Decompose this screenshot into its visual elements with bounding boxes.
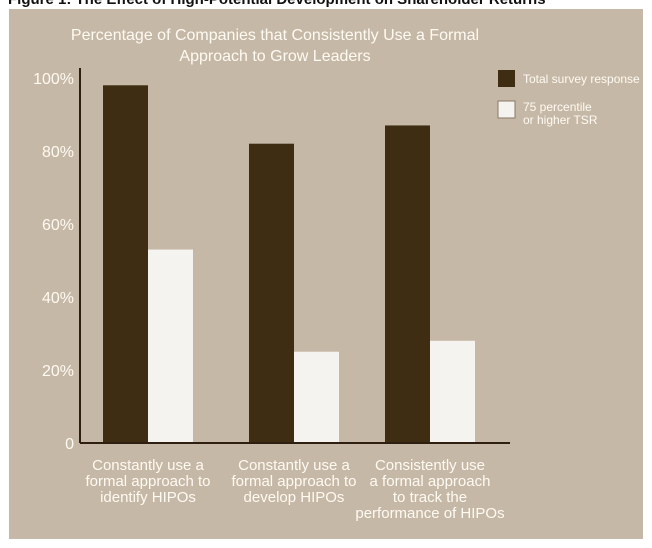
x-category-label: formal approach to	[231, 473, 356, 490]
x-category-label: develop HIPOs	[244, 489, 345, 506]
bar-total-survey-response	[385, 125, 430, 443]
x-category-label: to track the	[393, 489, 467, 506]
y-tick-label: 100%	[33, 71, 74, 88]
legend-label-total: Total survey response	[523, 72, 640, 86]
legend-swatch-total	[498, 70, 515, 87]
figure-header: Figure 1: The Effect of High-Potential D…	[0, 0, 652, 9]
chart-title-line: Approach to Grow Leaders	[179, 48, 370, 65]
legend-swatch-75-percentile	[497, 100, 516, 119]
bar-75-percentile-tsr	[430, 340, 475, 443]
y-tick-label: 20%	[42, 363, 74, 380]
x-category-label: Consistently use	[375, 457, 485, 474]
x-category-label: Constantly use a	[238, 457, 350, 474]
bar-75-percentile-tsr	[294, 351, 339, 443]
y-tick-label: 0	[65, 436, 74, 453]
chart-title: Percentage of Companies that Consistentl…	[71, 27, 479, 65]
legend-label-75-percentile: or higher TSR	[523, 113, 598, 127]
bar-total-survey-response	[249, 143, 294, 443]
bar-total-survey-response	[103, 85, 148, 444]
y-tick-label: 40%	[42, 290, 74, 307]
bar-75-percentile-tsr	[148, 249, 193, 443]
x-category-label: performance of HIPOs	[355, 505, 504, 522]
bars	[103, 85, 475, 444]
legend-label-75-percentile: 75 percentile	[523, 100, 592, 114]
y-axis-ticks: 0 20% 40% 60% 80% 100%	[33, 71, 74, 453]
x-category-label: a formal approach	[370, 473, 491, 490]
x-category-label: formal approach to	[85, 473, 210, 490]
axes	[79, 68, 510, 444]
x-category-label: identify HIPOs	[100, 489, 196, 506]
y-tick-label: 80%	[42, 144, 74, 161]
y-tick-label: 60%	[42, 217, 74, 234]
chart-title-line: Percentage of Companies that Consistentl…	[71, 27, 479, 44]
x-category-label: Constantly use a	[92, 457, 204, 474]
